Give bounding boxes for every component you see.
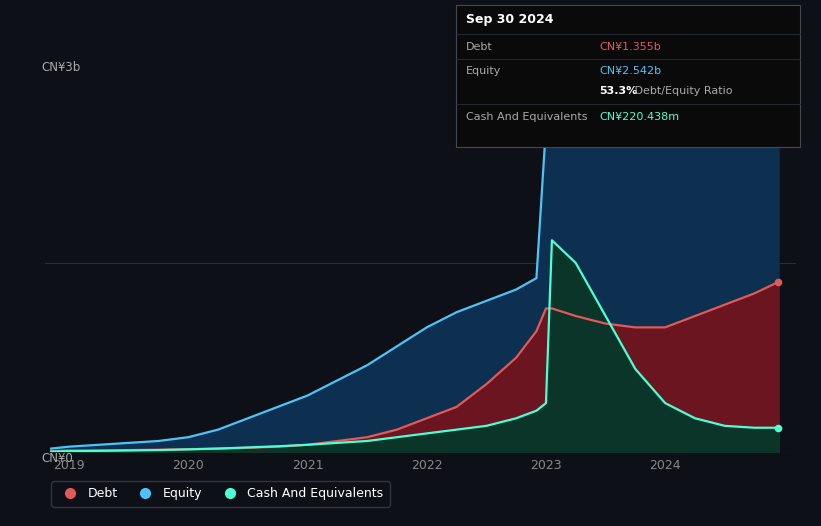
Text: Debt/Equity Ratio: Debt/Equity Ratio <box>631 86 732 96</box>
Text: CN¥220.438m: CN¥220.438m <box>599 112 680 123</box>
Text: Cash And Equivalents: Cash And Equivalents <box>466 112 587 123</box>
Legend: Debt, Equity, Cash And Equivalents: Debt, Equity, Cash And Equivalents <box>52 481 390 507</box>
Text: Equity: Equity <box>466 66 501 76</box>
Text: Sep 30 2024: Sep 30 2024 <box>466 13 553 26</box>
Point <box>772 278 785 286</box>
Text: CN¥3b: CN¥3b <box>41 60 80 74</box>
Point <box>772 423 785 432</box>
Text: 53.3%: 53.3% <box>599 86 638 96</box>
Text: CN¥2.542b: CN¥2.542b <box>599 66 662 76</box>
Point <box>772 92 785 100</box>
Text: CN¥0: CN¥0 <box>41 452 73 466</box>
Text: CN¥1.355b: CN¥1.355b <box>599 42 661 52</box>
Text: Debt: Debt <box>466 42 493 52</box>
